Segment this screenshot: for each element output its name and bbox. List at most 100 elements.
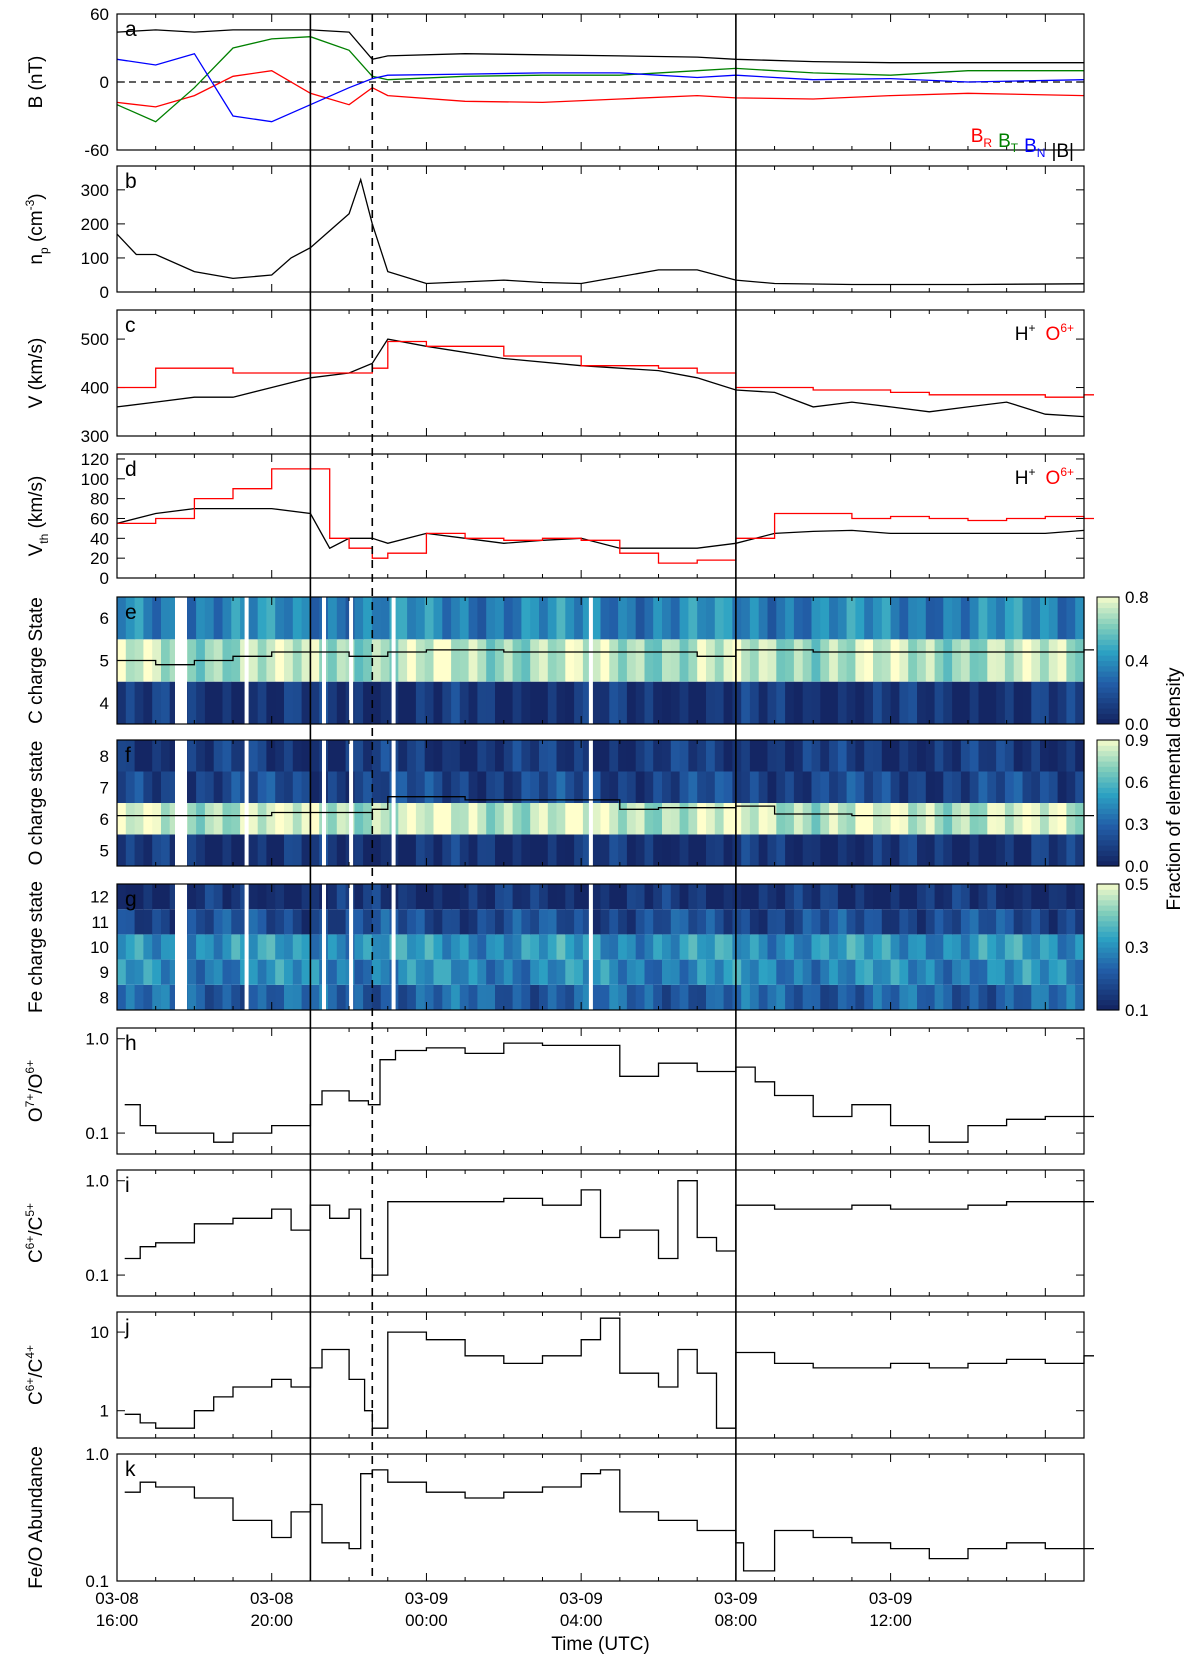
heatmap-cell — [407, 959, 417, 985]
heatmap-cell — [521, 834, 531, 866]
heatmap-cell — [275, 934, 285, 960]
heatmap-cell — [793, 834, 804, 866]
heatmap-cell — [881, 984, 892, 1010]
heatmap-cell — [161, 803, 171, 835]
heatmap-cell — [820, 934, 830, 960]
heatmap-cell — [943, 771, 953, 803]
heatmap-cell — [398, 834, 408, 866]
heatmap-cell — [565, 681, 575, 724]
series-bt — [116, 36, 1084, 123]
series-np — [116, 177, 1085, 286]
heatmap-cell — [512, 740, 522, 772]
heatmap-cell — [310, 959, 320, 985]
heatmap-cell — [582, 681, 593, 724]
heatmap-cell — [908, 834, 918, 866]
colorbar-segment — [1097, 745, 1119, 752]
heatmap-cell — [459, 639, 470, 682]
heatmap-cell — [486, 681, 496, 724]
heatmap-cell — [811, 639, 821, 682]
heatmap-cell — [864, 740, 874, 772]
heatmap-cell — [644, 909, 654, 935]
legend-entry-sup: 6+ — [1060, 465, 1074, 479]
legend-entry-sub: R — [983, 136, 992, 150]
heatmap-cell — [354, 597, 364, 640]
heatmap-cell — [688, 681, 698, 724]
heatmap-cell — [767, 834, 777, 866]
heatmap-cell — [530, 959, 540, 985]
heatmap-cell — [266, 909, 276, 935]
heatmap-cell — [1013, 803, 1024, 835]
colorbar-tick-label: 0.8 — [1125, 588, 1149, 607]
heatmap-cell — [1022, 681, 1032, 724]
heatmap-cell — [336, 934, 347, 960]
y-tick-label: 20 — [90, 549, 109, 568]
heatmap-cell — [767, 803, 777, 835]
y-axis-label-mid: /O — [26, 1074, 47, 1094]
heatmap-cell — [653, 597, 663, 640]
heatmap-cell — [152, 771, 162, 803]
heatmap-cell — [354, 639, 364, 682]
colorbar-segment — [1097, 618, 1119, 624]
heatmap-cell — [125, 959, 136, 985]
heatmap-cell — [565, 834, 575, 866]
heatmap-cell — [723, 884, 733, 910]
heatmap-cell — [978, 834, 988, 866]
heatmap-cell — [706, 909, 716, 935]
heatmap-cell — [1013, 681, 1024, 724]
heatmap-cell — [503, 934, 514, 960]
heatmap-cell — [556, 834, 566, 866]
heatmap-cell — [591, 959, 602, 985]
heatmap-cell — [1031, 597, 1041, 640]
heatmap-cell — [1066, 984, 1076, 1010]
y-axis-label-main: O charge state — [26, 741, 47, 866]
colorbar-segment — [1097, 607, 1119, 614]
heatmap-cell — [328, 984, 338, 1010]
heatmap-cell — [978, 909, 988, 935]
heatmap-cell — [767, 771, 777, 803]
y-tick-label: 0 — [100, 73, 109, 92]
heatmap-cell — [829, 984, 839, 1010]
heatmap-cell — [336, 834, 347, 866]
heatmap-cell — [257, 681, 268, 724]
heatmap-cell — [415, 740, 426, 772]
heatmap-cell — [829, 597, 839, 640]
heatmap-cell — [706, 934, 716, 960]
heatmap-cell — [688, 834, 698, 866]
y-tick-label: 1.0 — [85, 1445, 109, 1464]
heatmap-cell — [600, 909, 610, 935]
heatmap-cell — [196, 771, 206, 803]
heatmap-cell — [793, 884, 804, 910]
heatmap-cell — [204, 884, 215, 910]
colorbar-segment — [1097, 687, 1119, 693]
heatmap-cell — [890, 959, 900, 985]
heatmap-cell — [670, 639, 681, 682]
heatmap-cell — [292, 639, 303, 682]
heatmap-cell — [846, 834, 856, 866]
heatmap-cell — [890, 639, 900, 682]
heatmap-cell — [960, 771, 971, 803]
heatmap-cell — [943, 834, 953, 866]
heatmap-cell — [714, 803, 725, 835]
heatmap-cell — [398, 771, 408, 803]
heatmap-cell — [1031, 909, 1041, 935]
heatmap-cell — [987, 884, 997, 910]
colorbar-segment — [1097, 818, 1119, 825]
heatmap-cell — [152, 834, 162, 866]
heatmap-cell — [451, 934, 461, 960]
heatmap-cell — [565, 909, 575, 935]
y-axis-label-sup: 7+ — [23, 1094, 37, 1108]
heatmap-cell — [459, 834, 470, 866]
heatmap-cell — [363, 803, 373, 835]
heatmap-cell — [266, 934, 276, 960]
heatmap-cell — [802, 771, 813, 803]
heatmap-cell — [371, 884, 382, 910]
heatmap-cell — [512, 771, 522, 803]
heatmap-cell — [741, 884, 751, 910]
data-gap — [244, 740, 249, 866]
heatmap-cell — [1057, 771, 1067, 803]
heatmap-cell — [292, 834, 303, 866]
heatmap-cell — [503, 597, 514, 640]
heatmap-cell — [468, 909, 478, 935]
heatmap-cell — [582, 959, 593, 985]
heatmap-cell — [820, 834, 830, 866]
